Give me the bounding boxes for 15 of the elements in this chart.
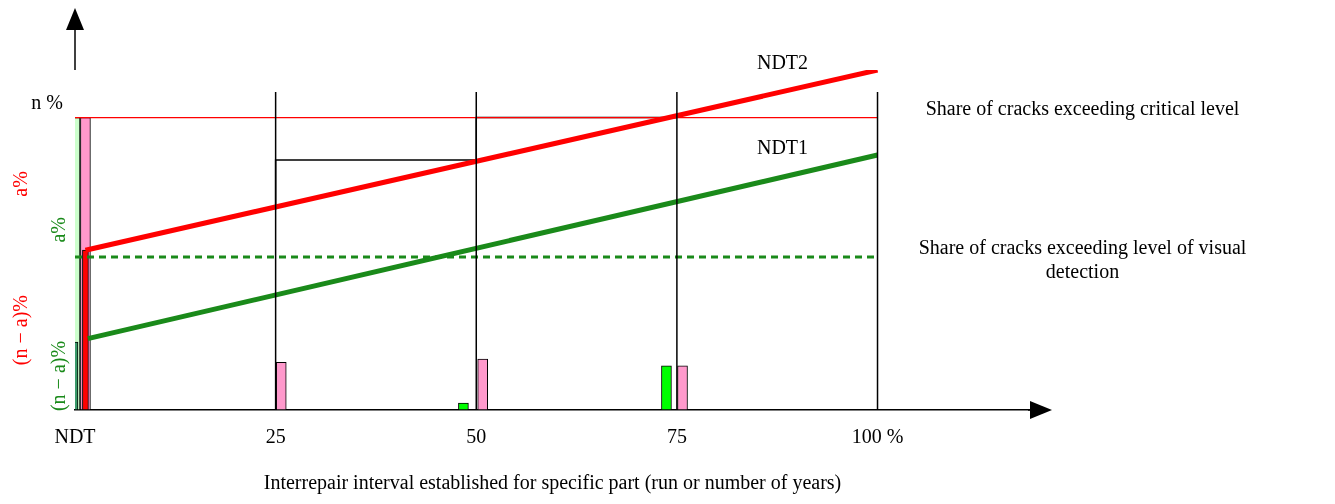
series-label: NDT1 — [756, 136, 809, 159]
x-axis-title: Interrepair interval established for specific part (run or number of years) — [263, 471, 842, 495]
text: a% — [47, 217, 70, 243]
x-tick-label: 50 — [466, 425, 487, 448]
ref-line-label: Share of cracks exceeding level of visual detection — [918, 236, 1247, 283]
text: (n − a)% — [47, 340, 71, 412]
ref-line-label: Share of cracks exceeding critical level — [925, 96, 1240, 120]
annotation: n % — [31, 90, 63, 113]
series-label: NDT2 — [756, 51, 809, 74]
x-tick-label: 25 — [265, 425, 286, 448]
text: (n − a)% — [9, 295, 33, 366]
x-tick-label: 75 — [666, 425, 687, 448]
x-tick-label: 100 % — [851, 425, 904, 448]
x-tick-label: NDT — [54, 425, 96, 448]
text: a% — [9, 171, 32, 197]
